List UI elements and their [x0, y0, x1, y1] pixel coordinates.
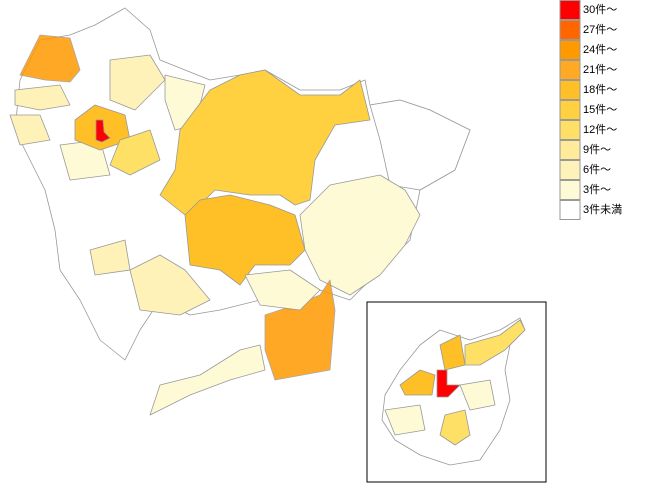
region	[299, 174, 421, 296]
legend-label: 15件～	[583, 103, 617, 116]
region	[184, 194, 306, 286]
region	[109, 129, 161, 176]
region	[459, 379, 496, 411]
legend-label: 3件～	[583, 183, 611, 196]
legend-label: 27件～	[583, 23, 617, 36]
legend-swatch	[559, 160, 581, 180]
region	[244, 269, 321, 311]
region	[149, 344, 266, 416]
legend-swatch	[559, 100, 581, 120]
legend-swatch	[559, 180, 581, 200]
legend-label: 3件未満	[583, 203, 622, 216]
legend-label: 24件～	[583, 43, 617, 56]
legend-swatch	[559, 40, 581, 60]
legend-label: 18件～	[583, 83, 617, 96]
legend-swatch	[559, 20, 581, 40]
legend-label: 30件～	[583, 3, 617, 16]
legend-swatch	[559, 140, 581, 160]
legend-swatch	[559, 80, 581, 100]
region	[399, 369, 436, 396]
region	[14, 84, 71, 111]
legend: 30件～ 27件～ 24件～ 21件～ 18件～ 15件～ 12件～ 9件～ 6件～ 3件～ 3件未…	[559, 0, 622, 220]
legend-label: 12件～	[583, 123, 617, 136]
legend-swatch	[559, 0, 581, 20]
region	[384, 404, 426, 436]
legend-label: 6件～	[583, 163, 611, 176]
region	[464, 319, 526, 366]
region	[129, 254, 211, 316]
legend-swatch	[559, 200, 581, 220]
region	[9, 114, 51, 146]
region	[109, 54, 166, 111]
prefecture-map	[9, 7, 471, 416]
legend-label: 9件～	[583, 143, 611, 156]
inset-map	[381, 317, 526, 466]
region	[95, 119, 111, 143]
region	[19, 34, 81, 83]
legend-swatch	[559, 120, 581, 140]
inset-frame	[366, 301, 547, 483]
region	[369, 99, 471, 191]
legend-swatch	[559, 60, 581, 80]
legend-label: 21件～	[583, 63, 617, 76]
region	[439, 409, 471, 446]
